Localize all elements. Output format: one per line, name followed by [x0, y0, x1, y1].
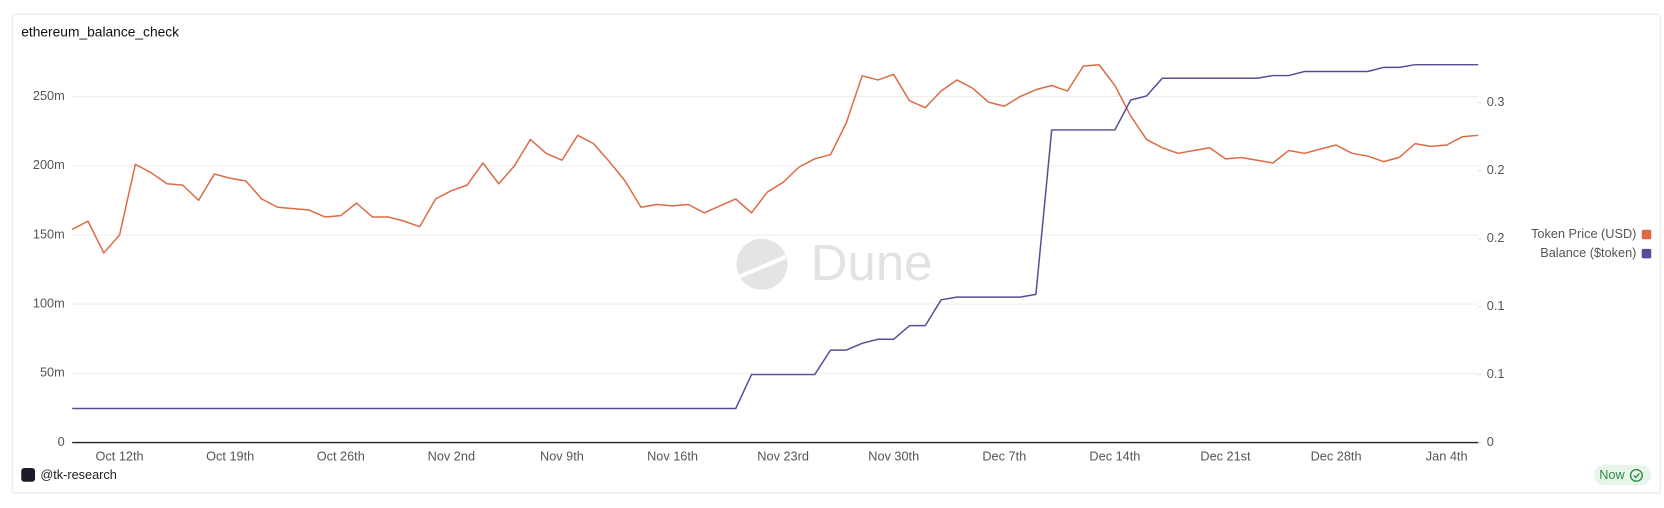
legend-swatch: [1641, 229, 1652, 240]
y2-tick-label: 0.2: [1487, 162, 1505, 177]
author-icon: [21, 467, 36, 482]
x-tick-label: Dec 21st: [1200, 449, 1251, 464]
author[interactable]: @tk-research: [40, 467, 117, 482]
x-tick-label: Nov 30th: [868, 449, 919, 464]
x-tick-label: Dec 7th: [982, 449, 1026, 464]
x-tick-label: Nov 2nd: [428, 449, 475, 464]
y-tick-label: 0: [58, 434, 65, 449]
watermark-logo: [736, 238, 788, 290]
x-tick-label: Dec 14th: [1089, 449, 1140, 464]
y2-tick-label: 0.2: [1487, 230, 1505, 245]
y2-tick-label: 0.3: [1487, 94, 1505, 109]
y-tick-label: 100m: [33, 296, 65, 311]
chart-title: ethereum_balance_check: [21, 25, 179, 40]
y-tick-label: 250m: [33, 88, 65, 103]
y-tick-label: 200m: [33, 157, 65, 172]
x-tick-label: Oct 26th: [317, 449, 365, 464]
x-tick-label: Oct 19th: [206, 449, 254, 464]
x-tick-label: Nov 23rd: [757, 449, 809, 464]
x-tick-label: Nov 9th: [540, 449, 584, 464]
x-tick-label: Nov 16th: [647, 449, 698, 464]
watermark-stripe: [738, 254, 787, 279]
y2-tick-label: 0.1: [1487, 366, 1505, 381]
status-icon: [1629, 468, 1643, 482]
legend-label: Token Price (USD): [1531, 226, 1636, 241]
legend-swatch: [1641, 248, 1652, 259]
status-check: [1633, 473, 1640, 479]
footer: @tk-research Now: [21, 464, 1652, 485]
y-tick-label: 50m: [40, 365, 65, 380]
x-tick-label: Oct 12th: [96, 449, 144, 464]
x-tick-label: Dec 28th: [1311, 449, 1362, 464]
series-line: [71, 64, 1479, 254]
y2-tick-label: 0.1: [1487, 298, 1505, 313]
watermark-text: Dune: [811, 234, 933, 291]
legend-label: Balance ($token): [1540, 245, 1636, 260]
x-tick-label: Jan 4th: [1426, 449, 1468, 464]
status: Now: [1599, 467, 1625, 482]
series-line: [72, 63, 1479, 410]
y-tick-label: 150m: [33, 226, 65, 241]
y2-tick-label: 0: [1487, 434, 1494, 449]
watermark: Dune: [736, 234, 933, 291]
